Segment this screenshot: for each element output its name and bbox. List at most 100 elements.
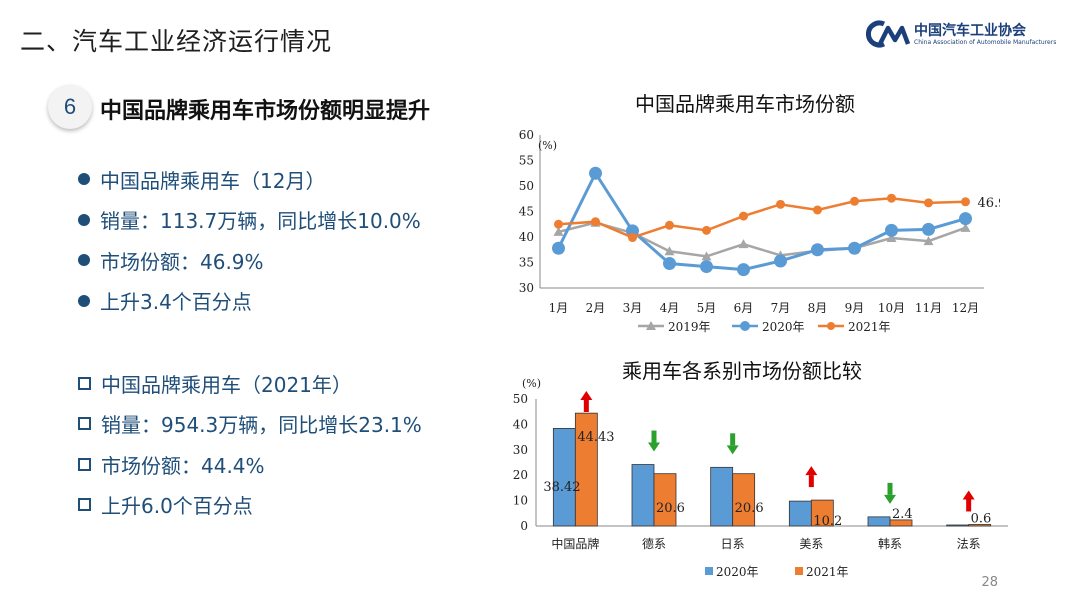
x-tick-label: 中国品牌	[551, 536, 599, 551]
bar-2020年	[710, 466, 734, 527]
y-tick-label: 50	[513, 392, 528, 406]
slide-number-badge: 6	[48, 85, 92, 129]
data-label: 2.4	[892, 507, 913, 522]
bar-2021年	[889, 519, 913, 527]
trend-up-arrow-icon	[583, 400, 589, 412]
bullet-text: 上升3.4个百分点	[100, 290, 252, 315]
data-point	[738, 239, 749, 249]
trend-up-arrow-icon	[962, 490, 975, 500]
bar-2020年	[552, 428, 576, 527]
data-point	[850, 196, 859, 206]
bullet-item: 市场份额：44.4%	[78, 444, 422, 485]
brand-share-bar-chart: 0 10 20 30 40 50 (%) 中国品牌 38.42 44.43 德系 20.6 日系 20.6…	[513, 377, 1008, 579]
bullet-square-icon	[78, 498, 91, 512]
bullet-item: 销量：954.3万辆，同比增长23.1%	[78, 404, 422, 445]
y-tick-label: 55	[519, 154, 534, 168]
x-tick-label: 3月	[623, 301, 643, 315]
bullet-square-icon	[78, 457, 91, 471]
data-point	[885, 223, 898, 237]
page-number: 28	[981, 575, 998, 590]
trend-down-arrow-icon	[648, 442, 660, 452]
full-year-bullet-list: 中国品牌乘用车（2021年） 销量：954.3万辆，同比增长23.1% 市场份额…	[78, 363, 422, 525]
trend-down-arrow-icon	[887, 482, 893, 495]
legend-marker	[740, 321, 750, 331]
data-label: 20.6	[656, 501, 685, 516]
logo-name-en: China Association of Automobile Manufact…	[914, 39, 1057, 46]
data-point	[665, 220, 674, 230]
bullet-text: 中国品牌乘用车（12月）	[100, 168, 326, 193]
data-point	[922, 222, 935, 236]
trend-up-arrow-icon	[580, 391, 593, 400]
line-chart-title: 中国品牌乘用车市场份额	[635, 92, 855, 116]
caam-logo: 中国汽车工业协会 China Association of Automobile…	[866, 18, 1056, 52]
data-point	[664, 246, 675, 256]
x-tick-label: 10月	[878, 301, 905, 315]
december-bullet-list: 中国品牌乘用车（12月） 销量：113.7万辆，同比增长10.0% 市场份额：4…	[78, 159, 421, 321]
data-point	[626, 224, 639, 238]
data-point	[663, 257, 676, 271]
x-tick-label: 6月	[734, 301, 754, 315]
data-point	[628, 233, 637, 243]
x-tick-label: 1月	[549, 301, 569, 315]
bullet-item: 中国品牌乘用车（12月）	[78, 159, 421, 200]
data-point	[774, 254, 787, 268]
bar-2020年	[631, 464, 655, 527]
x-tick-label: 法系	[957, 537, 981, 551]
bullet-square-icon	[78, 417, 91, 431]
bullet-text: 中国品牌乘用车（2021年）	[101, 372, 352, 397]
bullet-text: 市场份额：46.9%	[100, 249, 264, 274]
data-point	[887, 193, 896, 203]
data-point	[776, 199, 785, 209]
bullet-dot-icon	[78, 294, 90, 307]
legend-label: 2021年	[806, 565, 849, 579]
data-point	[961, 197, 970, 207]
data-label: 38.42	[543, 480, 580, 495]
x-tick-label: 日系	[721, 537, 745, 551]
x-tick-label: 11月	[915, 301, 942, 315]
bullet-text: 销量：954.3万辆，同比增长23.1%	[101, 413, 422, 438]
bar-2021年	[732, 473, 756, 527]
bullet-dot-icon	[78, 213, 90, 226]
logo-name-cn: 中国汽车工业协会	[914, 23, 1026, 39]
x-tick-label: 美系	[799, 537, 823, 551]
bar-2021年	[653, 473, 677, 527]
market-share-line-chart: 30 35 40 45 50 55 60 (%) 1月 2月 3月 4月 5月 6月 7月 8月 9月 10月 11…	[519, 128, 1000, 334]
legend-marker	[646, 321, 656, 330]
series-line-2019年	[558, 221, 966, 258]
bar-2020年	[788, 500, 812, 527]
bullet-item: 上升6.0个百分点	[78, 485, 422, 526]
y-tick-label: 35	[519, 256, 534, 270]
legend-label: 2019年	[668, 320, 711, 334]
legend-marker	[827, 322, 835, 330]
y-axis-unit: (%)	[522, 377, 541, 390]
x-tick-label: 韩系	[878, 536, 902, 551]
legend-label: 2021年	[848, 320, 891, 334]
bullet-item: 中国品牌乘用车（2021年）	[78, 363, 422, 404]
data-point	[739, 211, 748, 221]
x-tick-label: 12月	[952, 301, 979, 315]
data-label: 10.2	[813, 514, 842, 529]
x-tick-label: 9月	[845, 301, 865, 315]
bar-2020年	[867, 516, 891, 527]
data-point	[553, 226, 564, 236]
y-tick-label: 45	[519, 205, 534, 219]
data-point	[552, 241, 565, 255]
section-title: 二、汽车工业经济运行情况	[20, 27, 333, 56]
legend-swatch	[795, 567, 803, 575]
bullet-item: 销量：113.7万辆，同比增长10.0%	[78, 200, 421, 241]
y-tick-label: 30	[513, 443, 528, 457]
slide-headline: 中国品牌乘用车市场份额明显提升	[100, 99, 431, 124]
data-point	[848, 241, 861, 255]
x-tick-label: 2月	[586, 301, 606, 315]
data-label: 0.6	[971, 511, 992, 526]
trend-down-arrow-icon	[651, 430, 657, 443]
data-point	[924, 198, 933, 208]
bar-2021年	[810, 499, 834, 527]
bar-2021年	[574, 412, 598, 527]
bullet-text: 上升6.0个百分点	[101, 494, 253, 519]
bullet-item: 市场份额：46.9%	[78, 240, 421, 281]
trend-up-arrow-icon	[808, 475, 814, 488]
data-point	[554, 219, 563, 229]
trend-down-arrow-icon	[726, 445, 739, 455]
data-point	[701, 251, 712, 261]
